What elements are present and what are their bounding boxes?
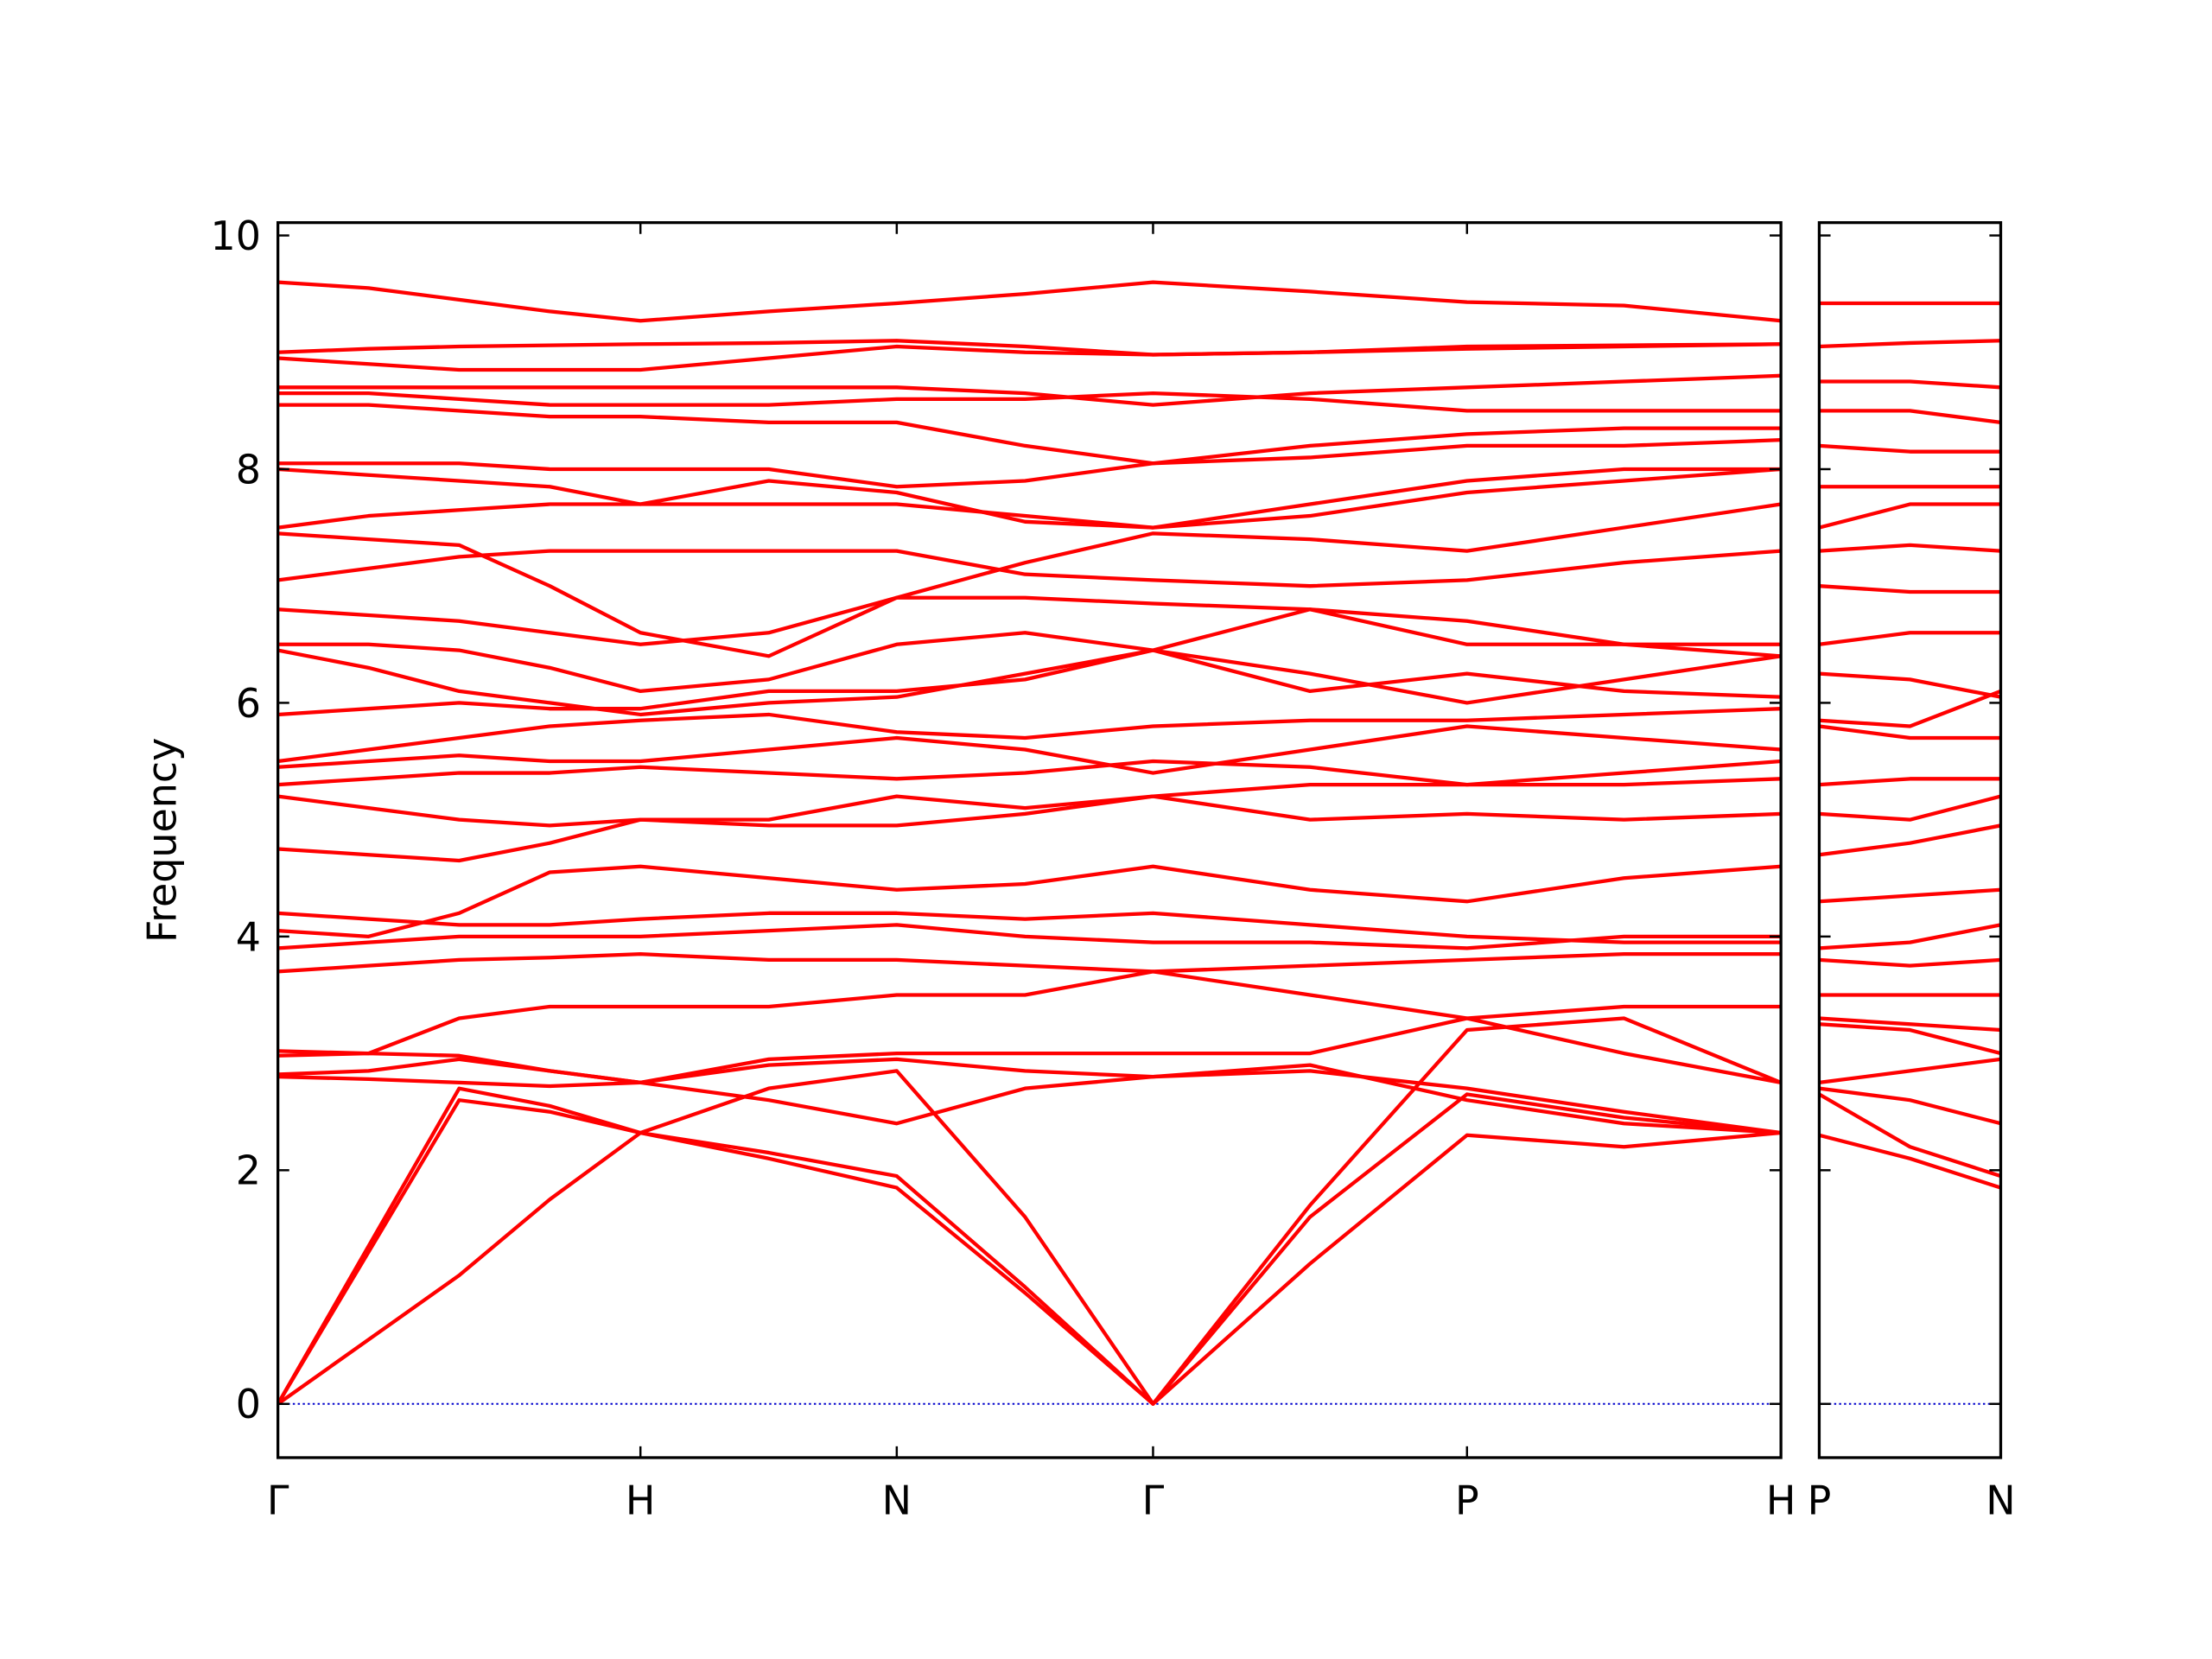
band-line <box>1819 823 2001 857</box>
band-line <box>277 648 1782 717</box>
band-line <box>277 339 1782 357</box>
axes-frame <box>276 221 1783 1459</box>
band-line <box>277 707 1782 764</box>
band-line <box>1819 794 2001 822</box>
band-line <box>1819 1016 2001 1033</box>
band-line <box>1819 584 2001 594</box>
y-tick-label: 10 <box>210 213 260 259</box>
band-line <box>277 342 1782 372</box>
band-line <box>277 1092 1782 1406</box>
x-tick-label: Γ <box>267 1478 289 1524</box>
band-line <box>277 1016 1782 1406</box>
band-line <box>1819 631 2001 646</box>
band-line <box>277 280 1782 323</box>
band-line <box>1819 1057 2001 1085</box>
y-tick-label: 0 <box>236 1381 261 1427</box>
band-line <box>277 1057 1782 1135</box>
band-line <box>1819 339 2001 349</box>
x-tick-label: H <box>1766 1478 1796 1524</box>
plot-area <box>277 280 1782 1406</box>
band-line <box>1819 777 2001 787</box>
band-line <box>1819 887 2001 904</box>
band-line <box>1819 543 2001 553</box>
y-tick-label: 6 <box>236 680 261 727</box>
x-tick-label: N <box>1986 1478 2015 1524</box>
band-line <box>277 759 1782 787</box>
band-line <box>277 467 1782 530</box>
band-line <box>277 1130 1782 1406</box>
band-line <box>1819 443 2001 454</box>
band-line <box>1819 923 2001 950</box>
x-tick-label: H <box>626 1478 656 1524</box>
band-line <box>277 1057 1782 1135</box>
band-line <box>277 373 1782 407</box>
y-axis-label: Frequency <box>138 738 185 943</box>
plot-area <box>1819 301 2001 1405</box>
band-line <box>277 864 1782 938</box>
band-line <box>1819 409 2001 424</box>
band-line <box>277 502 1782 658</box>
x-tick-label: P <box>1455 1478 1479 1524</box>
y-tick-label: 8 <box>236 446 261 493</box>
band-line <box>1819 1022 2001 1056</box>
band-line <box>277 911 1782 944</box>
band-line <box>277 923 1782 950</box>
band-line <box>1819 724 2001 741</box>
x-tick-label: N <box>882 1478 912 1524</box>
band-line <box>1819 502 2001 530</box>
x-tick-label: P <box>1808 1478 1832 1524</box>
band-line <box>277 794 1782 863</box>
band-line <box>277 403 1782 466</box>
band-line <box>1819 379 2001 390</box>
axes-frame <box>1817 221 2003 1459</box>
y-tick-label: 2 <box>236 1147 261 1194</box>
band-line <box>1819 1086 2001 1126</box>
band-line <box>1819 957 2001 968</box>
band-line <box>277 467 1782 530</box>
band-line <box>277 952 1782 974</box>
x-tick-label: Γ <box>1142 1478 1165 1524</box>
band-line <box>277 969 1782 1056</box>
band-line <box>1819 671 2001 699</box>
band-line <box>277 549 1782 588</box>
band-line <box>277 648 1782 717</box>
band-line <box>277 391 1782 413</box>
band-line <box>1819 689 2001 728</box>
band-line <box>1819 1133 2001 1190</box>
band-line <box>277 438 1782 489</box>
band-line <box>277 607 1782 694</box>
y-tick-label: 4 <box>236 913 261 960</box>
band-line <box>1819 1092 2001 1179</box>
band-line <box>277 724 1782 775</box>
